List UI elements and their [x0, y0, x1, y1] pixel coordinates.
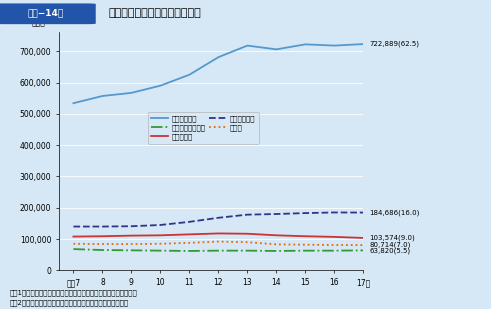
Text: 63,820(5.5): 63,820(5.5): [369, 247, 410, 254]
Text: 状態別交通事故負傷者数の推移: 状態別交通事故負傷者数の推移: [108, 8, 201, 18]
Text: 第１−14図: 第１−14図: [27, 8, 64, 17]
Text: 103,574(9.0): 103,574(9.0): [369, 235, 415, 241]
Text: 722,889(62.5): 722,889(62.5): [369, 41, 419, 47]
Text: 184,686(16.0): 184,686(16.0): [369, 209, 419, 216]
Text: 2　（　）内は，状態別負傷者数の構成率（％）である。: 2 （ ）内は，状態別負傷者数の構成率（％）である。: [10, 300, 129, 307]
Text: （人）: （人）: [31, 19, 45, 28]
Text: 80,714(7.0): 80,714(7.0): [369, 242, 410, 248]
Text: 注　1　警察庁資料による。ただし，「その他」は省略している。: 注 1 警察庁資料による。ただし，「その他」は省略している。: [10, 289, 137, 296]
FancyBboxPatch shape: [0, 3, 96, 24]
Legend: 自動車乗車中, 自動二輪車乗車中, 原付乗車中, 自転車乗用中, 歩行中: 自動車乗車中, 自動二輪車乗車中, 原付乗車中, 自転車乗用中, 歩行中: [148, 112, 259, 144]
